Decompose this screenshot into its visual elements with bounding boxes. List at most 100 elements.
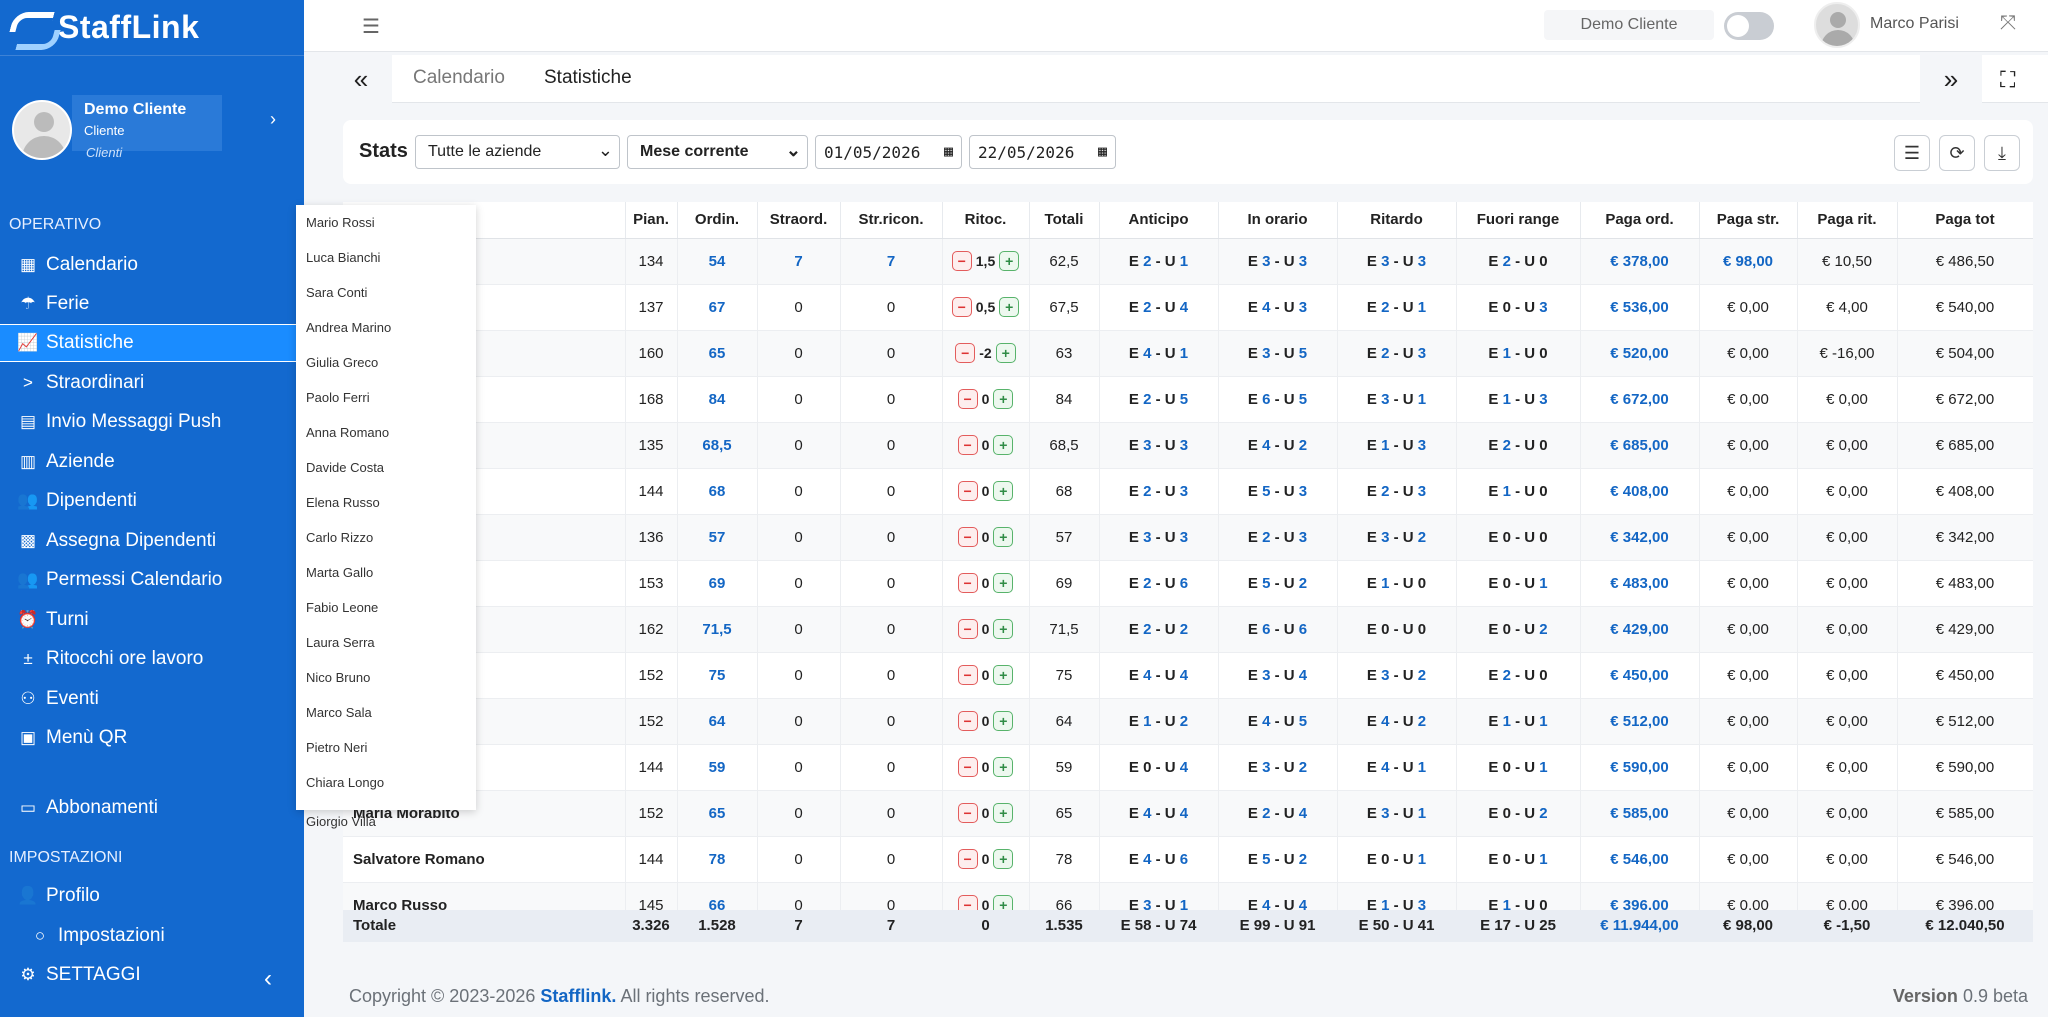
client-chip[interactable]: Demo Cliente: [1544, 10, 1714, 40]
minus-button[interactable]: −: [951, 251, 972, 271]
cell-strricon[interactable]: 0: [840, 514, 943, 561]
cell-ritardo[interactable]: E 3 - U 1: [1337, 790, 1457, 837]
dropdown-item[interactable]: Pietro Neri: [306, 740, 368, 755]
sidebar-item-permessi-calendario[interactable]: 👥 Permessi Calendario: [0, 561, 304, 599]
dropdown-item[interactable]: Laura Serra: [306, 635, 375, 650]
cell-ritardo[interactable]: E 2 - U 1: [1337, 284, 1457, 331]
sidebar-item-eventi[interactable]: ⚇ Eventi: [0, 680, 304, 718]
cell-inorario[interactable]: E 5 - U 2: [1218, 560, 1338, 607]
employee-name[interactable]: Salvatore Romano: [343, 836, 626, 883]
plus-button[interactable]: +: [993, 849, 1014, 869]
minus-button[interactable]: −: [957, 803, 978, 823]
cell-anticipo[interactable]: E 2 - U 5: [1099, 376, 1219, 423]
footer-brand-link[interactable]: Stafflink.: [540, 986, 617, 1006]
cell-strricon[interactable]: 0: [840, 698, 943, 745]
minus-button[interactable]: −: [957, 665, 978, 685]
dropdown-item[interactable]: Anna Romano: [306, 425, 390, 440]
cell-ordin[interactable]: 84: [677, 376, 758, 423]
cell-fuori[interactable]: E 0 - U 3: [1456, 284, 1581, 331]
plus-button[interactable]: +: [993, 619, 1014, 639]
cell-inorario[interactable]: E 5 - U 3: [1218, 468, 1338, 515]
column-header[interactable]: Ordin.: [677, 202, 758, 239]
plus-button[interactable]: +: [993, 435, 1014, 455]
plus-button[interactable]: +: [993, 757, 1014, 777]
plus-button[interactable]: +: [999, 251, 1020, 271]
cell-ritardo[interactable]: E 1 - U 0: [1337, 560, 1457, 607]
column-header[interactable]: Anticipo: [1099, 202, 1219, 239]
cell-strricon[interactable]: 0: [840, 560, 943, 607]
plus-button[interactable]: +: [993, 573, 1014, 593]
cell-straord[interactable]: 0: [757, 422, 841, 469]
table-row[interactable]: idi1345477−1,5+62,5E 2 - U 1E 3 - U 3E 3…: [343, 238, 2033, 285]
sidebar-item-aziende[interactable]: ▥ Aziende: [0, 443, 304, 481]
sidebar-item-push[interactable]: ▤ Invio Messaggi Push: [0, 403, 304, 441]
sidebar-item-ritocchi[interactable]: ± Ritocchi ore lavoro: [0, 640, 304, 678]
minus-button[interactable]: −: [957, 619, 978, 639]
dropdown-item[interactable]: Luca Bianchi: [306, 250, 381, 265]
stats-table-container[interactable]: Pian. Ordin. Straord. Str.ricon. Ritoc. …: [343, 202, 2033, 942]
tab-scroll-right-button[interactable]: »: [1920, 55, 1982, 103]
cell-strricon[interactable]: 0: [840, 790, 943, 837]
cell-inorario[interactable]: E 2 - U 4: [1218, 790, 1338, 837]
fullscreen-icon[interactable]: ⛶: [2000, 67, 2016, 92]
dropdown-item[interactable]: Davide Costa: [306, 460, 385, 475]
column-header[interactable]: Paga rit.: [1797, 202, 1898, 239]
cell-fuori[interactable]: E 0 - U 1: [1456, 836, 1581, 883]
minus-button[interactable]: −: [955, 343, 976, 363]
download-button[interactable]: ⤓: [1984, 135, 2020, 171]
dropdown-item[interactable]: Andrea Marino: [306, 320, 392, 335]
cell-inorario[interactable]: E 5 - U 2: [1218, 836, 1338, 883]
cell-ritardo[interactable]: E 3 - U 3: [1337, 238, 1457, 285]
cell-anticipo[interactable]: E 2 - U 4: [1099, 284, 1219, 331]
cell-ordin[interactable]: 69: [677, 560, 758, 607]
plus-button[interactable]: +: [993, 803, 1014, 823]
column-header[interactable]: Paga tot: [1897, 202, 2033, 239]
sidebar-item-calendario[interactable]: ▦ Calendario: [0, 246, 304, 284]
cell-inorario[interactable]: E 3 - U 2: [1218, 744, 1338, 791]
cell-straord[interactable]: 0: [757, 698, 841, 745]
avatar[interactable]: [1814, 2, 1860, 48]
cell-straord[interactable]: 0: [757, 836, 841, 883]
tab-scroll-left-button[interactable]: «: [330, 55, 392, 103]
dropdown-item[interactable]: Giulia Greco: [306, 355, 379, 370]
cell-strricon[interactable]: 0: [840, 836, 943, 883]
column-header[interactable]: In orario: [1218, 202, 1338, 239]
cell-ritardo[interactable]: E 3 - U 2: [1337, 652, 1457, 699]
column-header[interactable]: Ritardo: [1337, 202, 1457, 239]
minus-button[interactable]: −: [957, 435, 978, 455]
period-select[interactable]: Mese corrente ⌄: [627, 135, 808, 169]
dropdown-item[interactable]: Marta Gallo: [306, 565, 374, 580]
list-view-button[interactable]: ☰: [1894, 135, 1930, 171]
cell-anticipo[interactable]: E 4 - U 4: [1099, 790, 1219, 837]
refresh-button[interactable]: ⟳: [1939, 135, 1975, 171]
cell-inorario[interactable]: E 6 - U 5: [1218, 376, 1338, 423]
sidebar-item-assegna-dipendenti[interactable]: ▩ Assegna Dipendenti: [0, 522, 304, 560]
dropdown-item[interactable]: Marco Sala: [306, 705, 372, 720]
column-header[interactable]: Pian.: [625, 202, 678, 239]
cell-strricon[interactable]: 0: [840, 422, 943, 469]
sidebar-item-abbonamenti[interactable]: ▭ Abbonamenti: [0, 789, 304, 827]
date-to-input[interactable]: 22/05/2026 ▦: [969, 135, 1116, 169]
cell-fuori[interactable]: E 0 - U 1: [1456, 560, 1581, 607]
sidebar-item-profilo[interactable]: 👤 Profilo: [0, 877, 304, 915]
cell-ordin[interactable]: 64: [677, 698, 758, 745]
cell-inorario[interactable]: E 2 - U 3: [1218, 514, 1338, 561]
column-header[interactable]: Totali: [1029, 202, 1100, 239]
cell-ordin[interactable]: 78: [677, 836, 758, 883]
minus-button[interactable]: −: [951, 297, 972, 317]
chevron-left-icon[interactable]: ‹: [264, 965, 272, 992]
table-row[interactable]: no1445900−0+59E 0 - U 4E 3 - U 2E 4 - U …: [343, 744, 2033, 791]
minus-button[interactable]: −: [957, 711, 978, 731]
cell-ritardo[interactable]: E 3 - U 2: [1337, 514, 1457, 561]
minus-button[interactable]: −: [957, 481, 978, 501]
column-header[interactable]: Fuori range: [1456, 202, 1581, 239]
dropdown-item[interactable]: Sara Conti: [306, 285, 368, 300]
dropdown-item[interactable]: Chiara Longo: [306, 775, 385, 790]
cell-ritardo[interactable]: E 4 - U 1: [1337, 744, 1457, 791]
